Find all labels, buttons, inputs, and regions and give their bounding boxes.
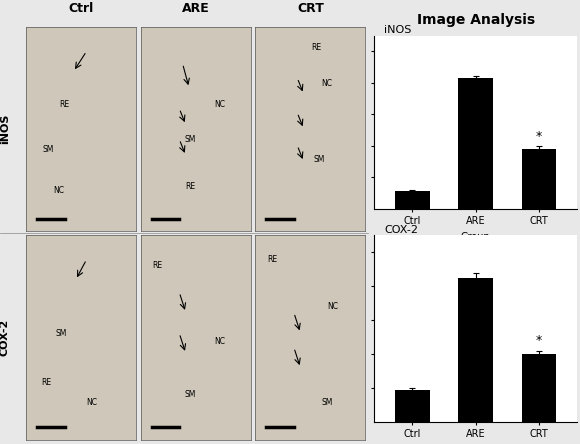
Bar xyxy=(458,78,493,209)
Text: RE: RE xyxy=(152,261,162,270)
Text: *: * xyxy=(536,334,542,347)
Text: COX-2: COX-2 xyxy=(0,319,10,356)
Bar xyxy=(521,149,556,209)
Text: iNOS: iNOS xyxy=(384,25,412,35)
Text: NC: NC xyxy=(215,337,226,346)
Text: SM: SM xyxy=(56,329,67,337)
Text: NC: NC xyxy=(321,79,332,88)
Text: SM: SM xyxy=(321,398,332,407)
Bar xyxy=(395,389,430,422)
Text: RE: RE xyxy=(267,255,277,264)
Text: SM: SM xyxy=(42,145,54,154)
Text: Image Analysis: Image Analysis xyxy=(416,13,535,28)
Text: RE: RE xyxy=(185,182,195,191)
X-axis label: Group: Group xyxy=(461,232,491,242)
Y-axis label: Positive Pixel Cells (1/100,000,000): Positive Pixel Cells (1/100,000,000) xyxy=(321,60,328,184)
Text: SM: SM xyxy=(184,135,196,144)
Text: RE: RE xyxy=(41,378,51,387)
Text: NC: NC xyxy=(327,302,338,311)
Bar xyxy=(521,354,556,422)
Text: RE: RE xyxy=(311,43,321,52)
Text: SM: SM xyxy=(184,390,196,399)
Text: SM: SM xyxy=(314,155,325,164)
Text: NC: NC xyxy=(215,100,226,109)
Bar xyxy=(458,278,493,422)
Text: NC: NC xyxy=(53,186,64,195)
Text: CRT: CRT xyxy=(297,2,324,16)
Text: RE: RE xyxy=(60,100,70,109)
Text: iNOS: iNOS xyxy=(0,114,10,144)
Text: Ctrl: Ctrl xyxy=(68,2,94,16)
Y-axis label: Positive Pixel Cells (1/100,000,000): Positive Pixel Cells (1/100,000,000) xyxy=(322,267,328,390)
Bar xyxy=(395,191,430,209)
Text: COX-2: COX-2 xyxy=(384,225,418,234)
Text: ARE: ARE xyxy=(182,2,209,16)
Text: *: * xyxy=(536,130,542,143)
Text: NC: NC xyxy=(86,398,97,407)
